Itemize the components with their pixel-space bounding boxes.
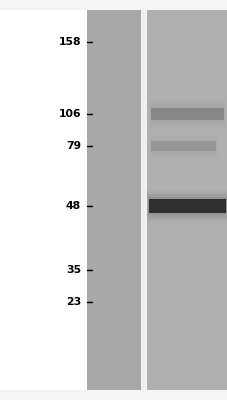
Bar: [151, 108, 223, 120]
Bar: [149, 100, 224, 128]
Text: 79: 79: [66, 141, 81, 151]
Bar: [149, 134, 216, 158]
Bar: [150, 103, 224, 125]
Bar: [146, 10, 227, 390]
Bar: [148, 197, 226, 215]
Text: 48: 48: [66, 201, 81, 211]
Bar: [149, 98, 225, 130]
Text: 158: 158: [58, 37, 81, 47]
Bar: [146, 190, 227, 222]
Bar: [148, 199, 225, 213]
Bar: [150, 136, 216, 156]
Bar: [151, 141, 215, 151]
Text: 23: 23: [65, 297, 81, 307]
Bar: [0, 10, 86, 390]
Text: 35: 35: [66, 265, 81, 275]
Bar: [147, 194, 226, 218]
Text: 106: 106: [58, 109, 81, 119]
Bar: [150, 105, 223, 123]
Bar: [150, 138, 215, 154]
Bar: [149, 131, 217, 161]
Bar: [147, 192, 227, 220]
Bar: [86, 10, 141, 390]
Bar: [141, 10, 146, 390]
